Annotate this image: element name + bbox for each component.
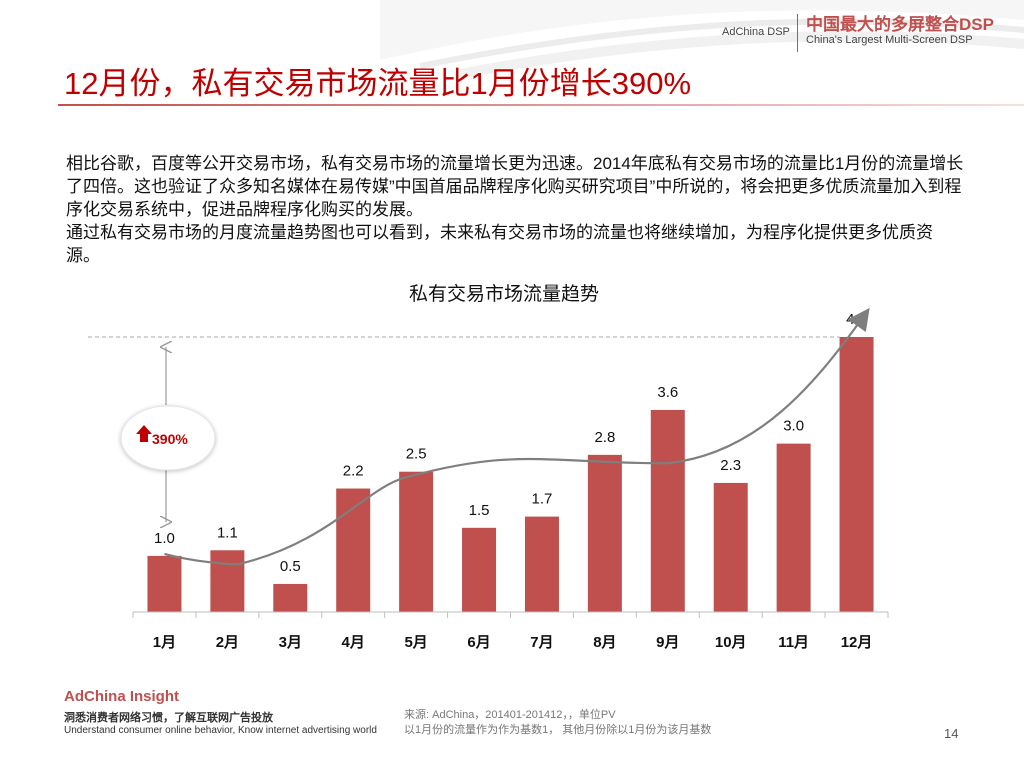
trend-curve [164,307,870,566]
bar-10 [713,482,748,612]
value-label-1: 1.0 [154,530,175,547]
bar-7 [524,516,559,612]
bar-3 [273,583,308,612]
x-tick-label-7: 7月 [530,634,553,651]
value-label-7: 1.7 [532,491,553,508]
value-label-5: 2.5 [406,446,427,463]
value-label-6: 1.5 [469,502,490,519]
value-label-2: 1.1 [217,524,238,541]
x-tick-label-5: 5月 [404,634,427,651]
up-arrow-icon [136,425,152,442]
page-title: 12月份，私有交易市场流量比1月份增长390% [64,66,692,101]
bar-8 [587,454,622,612]
bar-1 [147,555,182,612]
bar-2 [210,550,245,612]
x-tick-label-9: 9月 [656,634,679,651]
value-label-9: 3.6 [657,384,678,401]
annotation-badge [120,405,216,471]
value-label-11: 3.0 [783,418,804,435]
brand-en: China's Largest Multi-Screen DSP [806,34,973,46]
x-tick-label-4: 4月 [342,634,365,651]
brand-cn: 中国最大的多屏整合DSP [806,15,994,34]
title-divider [58,104,1024,106]
bar-11 [776,443,811,612]
x-tick-label-6: 6月 [467,634,490,651]
page-number: 14 [944,726,959,741]
footer-tagline-en: Understand consumer online behavior, Kno… [64,725,377,736]
body-paragraph-2: 通过私有交易市场的月度流量趋势图也可以看到，未来私有交易市场的流量也将继续增加，… [66,223,933,265]
x-tick-label-8: 8月 [593,634,616,651]
bar-6 [462,527,497,612]
x-tick-label-11: 11月 [778,634,809,651]
value-label-4: 2.2 [343,463,364,480]
x-axis [88,336,889,618]
footer-tagline-cn: 洞悉消费者网络习惯，了解互联网广告投放 [64,712,273,724]
x-tick-label-3: 3月 [279,634,302,651]
value-label-8: 2.8 [594,429,615,446]
x-tick-labels: 1月 2月 3月 4月 5月 6月 7月 8月 9月 10月 11月 12月 [153,634,873,651]
chart-title: 私有交易市场流量趋势 [409,283,599,305]
x-tick-label-12: 12月 [841,634,873,651]
value-label-3: 0.5 [280,558,301,575]
bar-12 [839,337,874,612]
x-tick-label-1: 1月 [153,634,176,651]
source-line-2: 以1月份的流量作为作为基数1， 其他月份除以1月份为该月基数 [404,724,712,736]
chart-value-labels: 1.0 1.10.52.22.51.51.72.83.62.33.04.9 [154,311,867,575]
footer-source: 来源: AdChina，201401-201412，，单位PV 以1月份的流量作… [404,708,711,738]
annotation-label: 390% [152,431,188,447]
brand-small: AdChina DSP [722,26,790,38]
growth-annotation: 390% [120,347,216,522]
body-paragraph-1: 相比谷歌，百度等公开交易市场，私有交易市场的流量增长更为迅速。2014年底私有交… [66,154,964,219]
x-tick-label-10: 10月 [715,634,747,651]
x-tick-label-2: 2月 [216,634,239,651]
chart-bars [147,337,874,612]
value-label-10: 2.3 [720,457,741,474]
body-text: 相比谷歌，百度等公开交易市场，私有交易市场的流量增长更为迅速。2014年底私有交… [66,152,966,267]
bar-5 [399,471,434,612]
footer-brand: AdChina Insight [64,688,179,705]
source-line-1: 来源: AdChina，201401-201412，，单位PV [404,709,616,721]
header-swoosh [380,0,1024,79]
bar-9 [650,409,685,612]
brand-divider [797,14,798,52]
